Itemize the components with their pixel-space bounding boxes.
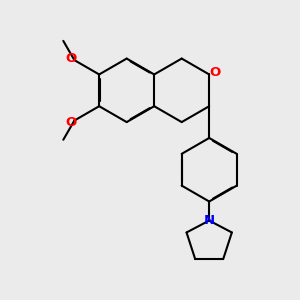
Text: O: O <box>65 52 76 65</box>
Text: N: N <box>204 214 215 227</box>
Text: O: O <box>209 66 220 80</box>
Text: O: O <box>65 116 76 129</box>
